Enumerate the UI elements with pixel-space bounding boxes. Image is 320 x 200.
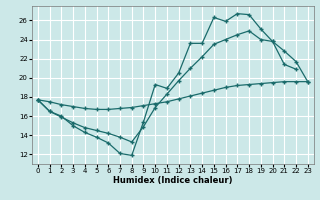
X-axis label: Humidex (Indice chaleur): Humidex (Indice chaleur) [113, 176, 233, 185]
